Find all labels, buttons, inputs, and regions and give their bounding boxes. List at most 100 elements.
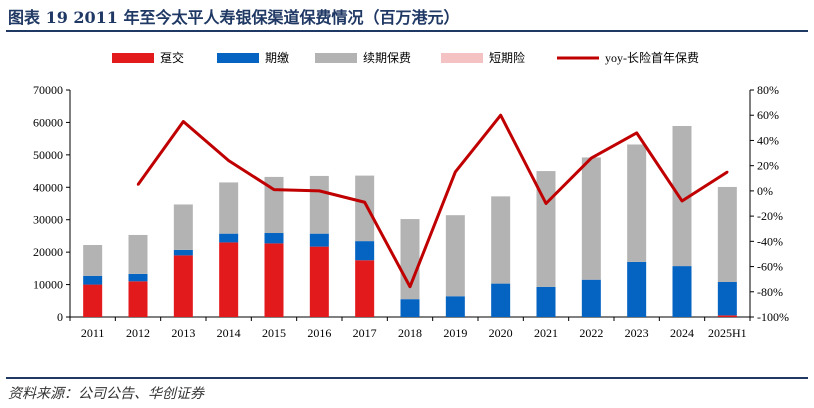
y-tick-label-left: 60000 (33, 115, 63, 129)
yoy-point (590, 156, 593, 160)
y-tick-label-right: 80% (757, 83, 779, 97)
bar-segment (219, 233, 239, 243)
bar-segment (128, 234, 148, 274)
bar-segment (672, 266, 692, 317)
y-tick-label-left: 40000 (33, 180, 63, 194)
bar-segment (264, 233, 284, 244)
yoy-point (272, 188, 276, 191)
x-tick-label: 2023 (625, 326, 649, 340)
chart: 趸交 期缴 续期保费 短期险 yoy-长险首年保费 0 10000 20000 30000 40… (33, 50, 789, 340)
y-tick-label-right: -60% (757, 260, 783, 274)
x-tick-label: 2019 (443, 326, 467, 340)
y-tick-label-left: 0 (57, 310, 63, 324)
bar-segment (128, 273, 148, 282)
y-tick-label-right: -80% (757, 285, 783, 299)
legend-label: 续期保费 (363, 51, 411, 65)
yoy-point (680, 199, 684, 203)
legend-swatch (217, 53, 259, 63)
bar-segment (219, 242, 239, 317)
bar-segment (83, 245, 103, 276)
source-note: 资料来源：公司公告、华创证券 (8, 386, 204, 402)
bar-segment (445, 215, 465, 297)
y-tick-label-left: 20000 (33, 245, 63, 259)
yoy-line-path (136, 113, 729, 289)
y-tick-label-right: 20% (757, 159, 779, 173)
x-tick-label: 2012 (126, 326, 150, 340)
x-tick-label: 2020 (489, 326, 513, 340)
y-tick-label-right: 0% (757, 184, 773, 198)
yoy-point (544, 202, 548, 205)
bar-segment (536, 286, 556, 317)
bar-segment (355, 241, 375, 261)
yoy-line (136, 113, 729, 289)
bar-segment (445, 296, 465, 317)
bar-segment (309, 246, 329, 317)
legend-swatch (112, 53, 154, 63)
bar-segment (173, 204, 193, 250)
y-tick-label-right: -20% (757, 209, 783, 223)
x-tick-label: 2016 (307, 326, 331, 340)
legend-swatch (315, 53, 357, 63)
legend-label: 趸交 (160, 50, 184, 65)
yoy-point (136, 183, 140, 186)
legend-swatch (441, 53, 483, 63)
axes: 0 10000 20000 30000 40000 50000 60000 70000 -100… (33, 83, 789, 340)
bar-segment (83, 275, 103, 285)
bar-segment (717, 186, 737, 282)
yoy-point (182, 120, 185, 123)
x-tick-label: 2015 (262, 326, 286, 340)
y-tick-label-left: 70000 (33, 83, 63, 97)
source-divider (6, 377, 808, 379)
yoy-point (726, 170, 729, 174)
bar-segment (355, 175, 375, 242)
legend-label: 期缴 (265, 50, 289, 65)
bar-segment (627, 144, 647, 262)
yoy-point (318, 189, 321, 193)
y-tick-label-left: 50000 (33, 148, 63, 162)
bar-segment (400, 299, 420, 317)
bar-segment (309, 175, 329, 234)
x-tick-label: 2014 (217, 326, 241, 340)
x-tick-label: 2013 (171, 326, 195, 340)
bar-segment (128, 281, 148, 317)
bar-segment (717, 315, 737, 317)
yoy-point (454, 170, 457, 174)
figure-title: 图表 19 2011 年至今太平人寿银保渠道保费情况（百万港元） (8, 8, 460, 27)
y-tick-label-left: 10000 (33, 278, 63, 292)
y-tick-label-right: 40% (757, 133, 779, 147)
bar-segment (717, 281, 737, 316)
bar-segment (581, 279, 601, 317)
bar-segment (264, 243, 284, 317)
yoy-point (635, 131, 638, 135)
yoy-point (363, 201, 366, 204)
y-tick-label-left: 30000 (33, 213, 63, 227)
legend-label: 短期险 (489, 50, 525, 65)
y-tick-label-right: -40% (757, 234, 783, 248)
yoy-point (408, 285, 412, 288)
bar-segment (173, 255, 193, 317)
bar-segment (672, 125, 692, 267)
x-tick-label: 2018 (398, 326, 422, 340)
bars (83, 125, 737, 317)
x-tick-label: 2022 (579, 326, 603, 340)
bar-segment (173, 249, 193, 256)
x-tick-label: 2021 (534, 326, 558, 340)
x-tick-label: 2011 (81, 326, 105, 340)
yoy-point (227, 159, 230, 162)
legend-label: yoy-长险首年保费 (605, 50, 699, 65)
yoy-point (499, 114, 502, 117)
y-tick-label-right: -100% (757, 310, 789, 324)
bar-segment (491, 196, 511, 284)
x-tick-label: 2017 (353, 326, 377, 340)
legend: 趸交 期缴 续期保费 短期险 yoy-长险首年保费 (112, 50, 699, 65)
bar-segment (627, 261, 647, 317)
bar-segment (309, 233, 329, 247)
bar-segment (581, 157, 601, 280)
bar-segment (355, 260, 375, 317)
y-tick-label-right: 60% (757, 108, 779, 122)
bar-segment (83, 284, 103, 317)
bar-segment (491, 283, 511, 317)
x-tick-label: 2024 (670, 326, 694, 340)
bar-segment (219, 182, 239, 234)
x-tick-label: 2025H1 (708, 326, 747, 340)
